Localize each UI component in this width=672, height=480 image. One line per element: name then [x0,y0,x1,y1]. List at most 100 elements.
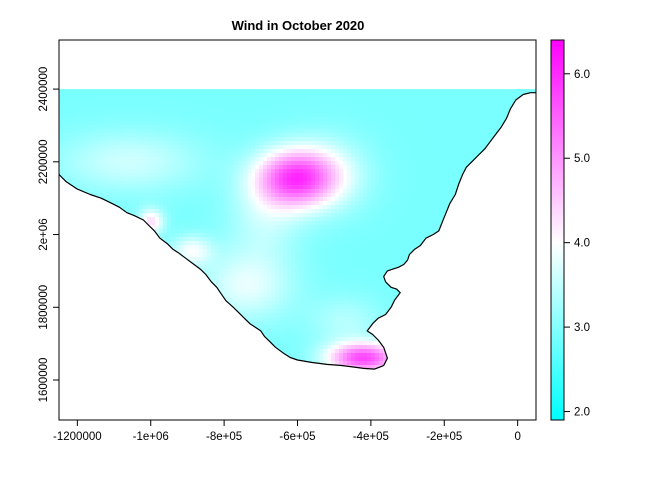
heat-cell [395,109,400,114]
heat-cell [423,169,428,174]
heat-cell [227,209,232,214]
heat-cell [235,173,240,178]
heat-cell [351,97,356,102]
heat-cell [379,157,384,162]
heat-cell [99,149,104,154]
heat-cell [519,109,524,114]
heat-cell [215,229,220,234]
heat-cell [459,237,464,242]
heat-cell [259,153,264,158]
heat-cell [91,213,96,218]
heat-cell [411,189,416,194]
heat-cell [191,149,196,154]
heat-cell [403,205,408,210]
heat-cell [211,221,216,226]
heat-cell [91,205,96,210]
heat-cell [275,245,280,250]
heat-cell [475,165,480,170]
heat-cell [243,93,248,98]
heat-cell [471,221,476,226]
heat-cell [495,169,500,174]
heat-cell [247,129,252,134]
heat-cell [259,101,264,106]
heat-cell [79,193,84,198]
heat-cell [91,245,96,250]
heat-cell [419,165,424,170]
heat-cell [207,109,212,114]
heat-cell [479,89,484,94]
heat-cell [379,141,384,146]
heat-cell [407,145,412,150]
heat-cell [259,113,264,118]
heat-cell [447,225,452,230]
heat-cell [251,205,256,210]
heat-cell [411,153,416,158]
heat-cell [235,161,240,166]
heat-cell [63,113,68,118]
heat-cell [519,117,524,122]
heat-cell [411,97,416,102]
heat-cell [439,117,444,122]
heat-cell [403,201,408,206]
heat-cell [343,137,348,142]
heat-cell [511,137,516,142]
heat-cell [287,121,292,126]
heat-cell [143,105,148,110]
heat-cell [491,149,496,154]
heat-cell [515,249,520,254]
heat-cell [199,157,204,162]
heat-cell [307,229,312,234]
heat-cell [339,245,344,250]
heat-cell [483,113,488,118]
heat-cell [227,161,232,166]
heat-cell [223,217,228,222]
heat-cell [531,181,536,186]
heat-cell [295,249,300,254]
heat-cell [355,101,360,106]
heat-cell [415,109,420,114]
heat-cell [527,89,532,94]
heat-cell [91,137,96,142]
heat-cell [391,241,396,246]
heat-cell [111,121,116,126]
heat-cell [183,161,188,166]
heat-cell [419,237,424,242]
heat-cell [247,213,252,218]
heat-cell [87,241,92,246]
heat-cell [471,193,476,198]
heat-cell [75,93,80,98]
heat-cell [199,93,204,98]
heat-cell [179,177,184,182]
heat-cell [223,93,228,98]
heat-cell [359,209,364,214]
heat-cell [331,205,336,210]
heat-cell [231,145,236,150]
heat-cell [499,201,504,206]
heat-cell [171,141,176,146]
heat-cell [487,125,492,130]
heat-cell [139,105,144,110]
heat-cell [83,205,88,210]
heat-cell [415,241,420,246]
heat-cell [363,209,368,214]
heat-cell [155,213,160,218]
heat-cell [187,181,192,186]
heat-cell [155,173,160,178]
heat-cell [499,249,504,254]
heat-cell [79,125,84,130]
heat-cell [415,137,420,142]
heat-cell [219,221,224,226]
heat-cell [391,165,396,170]
heat-cell [215,217,220,222]
heat-cell [195,177,200,182]
heat-cell [435,217,440,222]
heat-cell [303,93,308,98]
heat-cell [511,117,516,122]
heat-cell [247,89,252,94]
heat-cell [219,141,224,146]
heat-cell [231,173,236,178]
heat-cell [303,109,308,114]
heat-cell [307,141,312,146]
heat-cell [151,97,156,102]
heat-cell [399,201,404,206]
